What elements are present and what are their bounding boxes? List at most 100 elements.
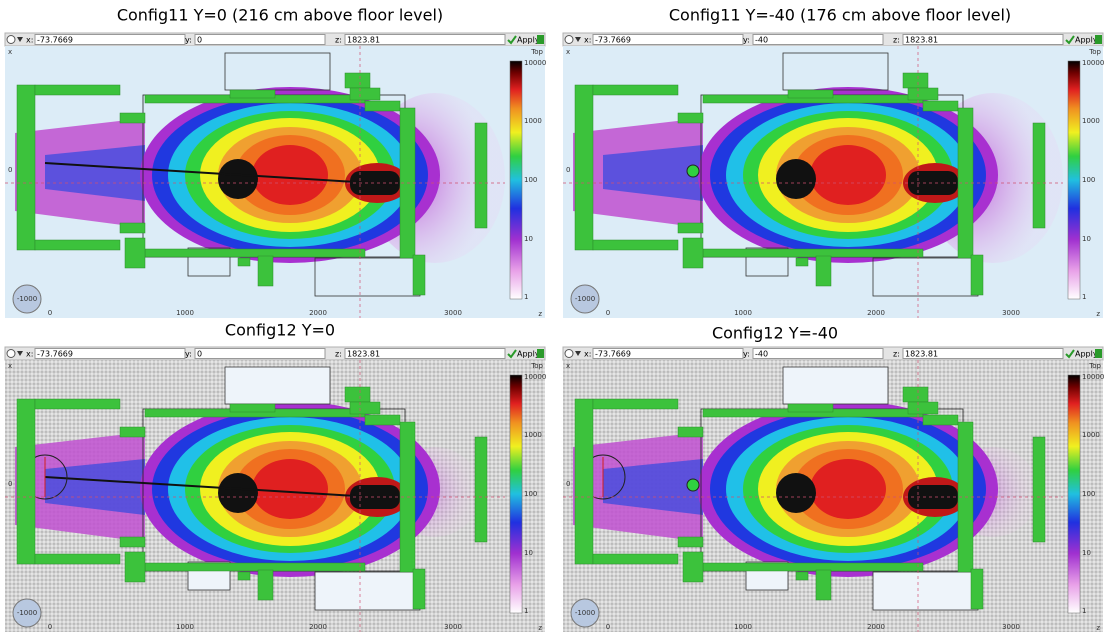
orientation-gizmo <box>12 598 42 628</box>
beam-channel-core <box>603 459 703 515</box>
gizmo-label: -1000 <box>575 609 595 617</box>
panel-title: Config11 Y=-40 (176 cm above floor level… <box>669 6 1011 25</box>
field-value: 1823.81 <box>905 36 938 45</box>
shielding-block <box>787 89 834 99</box>
field-input[interactable] <box>194 348 326 359</box>
view-icon[interactable] <box>6 349 16 358</box>
shielding-block <box>16 398 36 565</box>
shielding-block <box>592 398 679 410</box>
panel: x: -73.7669 y: -40 z: 1823.81 Apply x Top 0 0 1000 2… <box>562 32 1104 318</box>
orientation-gizmo <box>570 598 600 628</box>
shielding-block <box>970 254 984 296</box>
shielding-block <box>970 568 984 610</box>
dropdown-arrow[interactable] <box>17 351 23 356</box>
vertical-tick: 0 <box>8 480 12 488</box>
colorbar-tick: 10 <box>1082 235 1091 243</box>
shielding-block <box>682 551 704 583</box>
field-input[interactable] <box>194 34 326 45</box>
hot-spot <box>218 473 258 513</box>
dropdown-arrow[interactable] <box>17 37 23 42</box>
field-input[interactable] <box>34 34 186 45</box>
room <box>187 247 231 277</box>
shielding-block <box>677 536 704 548</box>
field-input[interactable] <box>344 34 506 45</box>
horizontal-tick: 0 <box>606 623 610 631</box>
field-input[interactable] <box>344 348 506 359</box>
shielding-block <box>702 248 924 258</box>
room <box>782 52 889 91</box>
shielding-block <box>787 403 834 413</box>
field-input[interactable] <box>592 348 744 359</box>
horizontal-tick: 3000 <box>444 309 462 317</box>
shielding-block <box>119 536 146 548</box>
colorbar-tick: 10 <box>1082 549 1091 557</box>
horizontal-tick: 0 <box>48 309 52 317</box>
apply-button[interactable]: Apply <box>507 349 540 359</box>
magnet <box>686 478 700 492</box>
dose-contour <box>252 145 328 205</box>
apply-button[interactable]: Apply <box>507 35 540 45</box>
apply-indicator[interactable] <box>537 35 544 44</box>
dropdown-arrow[interactable] <box>575 351 581 356</box>
shielding-block <box>237 571 251 581</box>
shielding-block <box>1032 436 1046 543</box>
panel: x: -73.7669 y: -40 z: 1823.81 Apply x Top 0 0 1000 2… <box>562 346 1104 632</box>
field-input[interactable] <box>752 348 884 359</box>
panel-title: Config12 Y=-40 <box>712 324 838 343</box>
colorbar-tick: 100 <box>1082 176 1095 184</box>
field-value: -73.7669 <box>595 350 631 359</box>
view-icon[interactable] <box>564 35 574 44</box>
apply-indicator[interactable] <box>1095 349 1102 358</box>
apply-indicator[interactable] <box>1095 35 1102 44</box>
field-label: z: <box>893 350 900 359</box>
target <box>908 485 958 509</box>
shielding-block <box>592 553 679 565</box>
horizontal-tick: 1000 <box>734 309 752 317</box>
field-value: -73.7669 <box>37 350 73 359</box>
field-label: z: <box>893 36 900 45</box>
colorbar <box>509 374 523 614</box>
horizontal-tick: 2000 <box>309 623 327 631</box>
vertical-axis-label: x <box>8 362 12 370</box>
field-label: y: <box>743 36 750 45</box>
horizontal-tick: 1000 <box>176 309 194 317</box>
apply-button[interactable]: Apply <box>1065 349 1098 359</box>
vertical-tick: 0 <box>8 166 12 174</box>
field-label: x: <box>584 350 591 359</box>
field-input[interactable] <box>34 348 186 359</box>
colorbar <box>1067 60 1081 300</box>
colorbar-tick: 1000 <box>524 431 542 439</box>
dose-contour <box>810 145 886 205</box>
panel: x: -73.7669 y: 0 z: 1823.81 Apply x Top 0 0 1000 200… <box>4 346 546 632</box>
colorbar-tick: 1000 <box>1082 117 1100 125</box>
field-input[interactable] <box>592 34 744 45</box>
shielding-block <box>592 84 679 96</box>
dropdown-arrow[interactable] <box>575 37 581 42</box>
room <box>224 52 331 91</box>
view-icon[interactable] <box>564 349 574 358</box>
field-input[interactable] <box>902 34 1064 45</box>
colorbar-tick: 10 <box>524 235 533 243</box>
apply-button[interactable]: Apply <box>1065 35 1098 45</box>
apply-label: Apply <box>517 350 540 359</box>
shielding-block <box>34 239 121 251</box>
field-label: y: <box>743 350 750 359</box>
apply-indicator[interactable] <box>537 349 544 358</box>
view-icon[interactable] <box>6 35 16 44</box>
shielding-block <box>344 386 371 403</box>
colorbar-tick: 100 <box>1082 490 1095 498</box>
field-label: z: <box>335 350 342 359</box>
colorbar-tick: 1000 <box>1082 431 1100 439</box>
beam-channel-core <box>45 145 145 201</box>
horizontal-tick: 3000 <box>444 623 462 631</box>
field-input[interactable] <box>902 348 1064 359</box>
colorbar-tick: 1 <box>1082 293 1086 301</box>
shielding-block <box>907 87 939 101</box>
horizontal-tick: 3000 <box>1002 623 1020 631</box>
shielding-block <box>677 112 704 124</box>
shielding-block <box>1032 122 1046 229</box>
shielding-block <box>682 237 704 269</box>
horizontal-tick: 1000 <box>176 623 194 631</box>
beam-line <box>44 162 406 186</box>
field-input[interactable] <box>752 34 884 45</box>
